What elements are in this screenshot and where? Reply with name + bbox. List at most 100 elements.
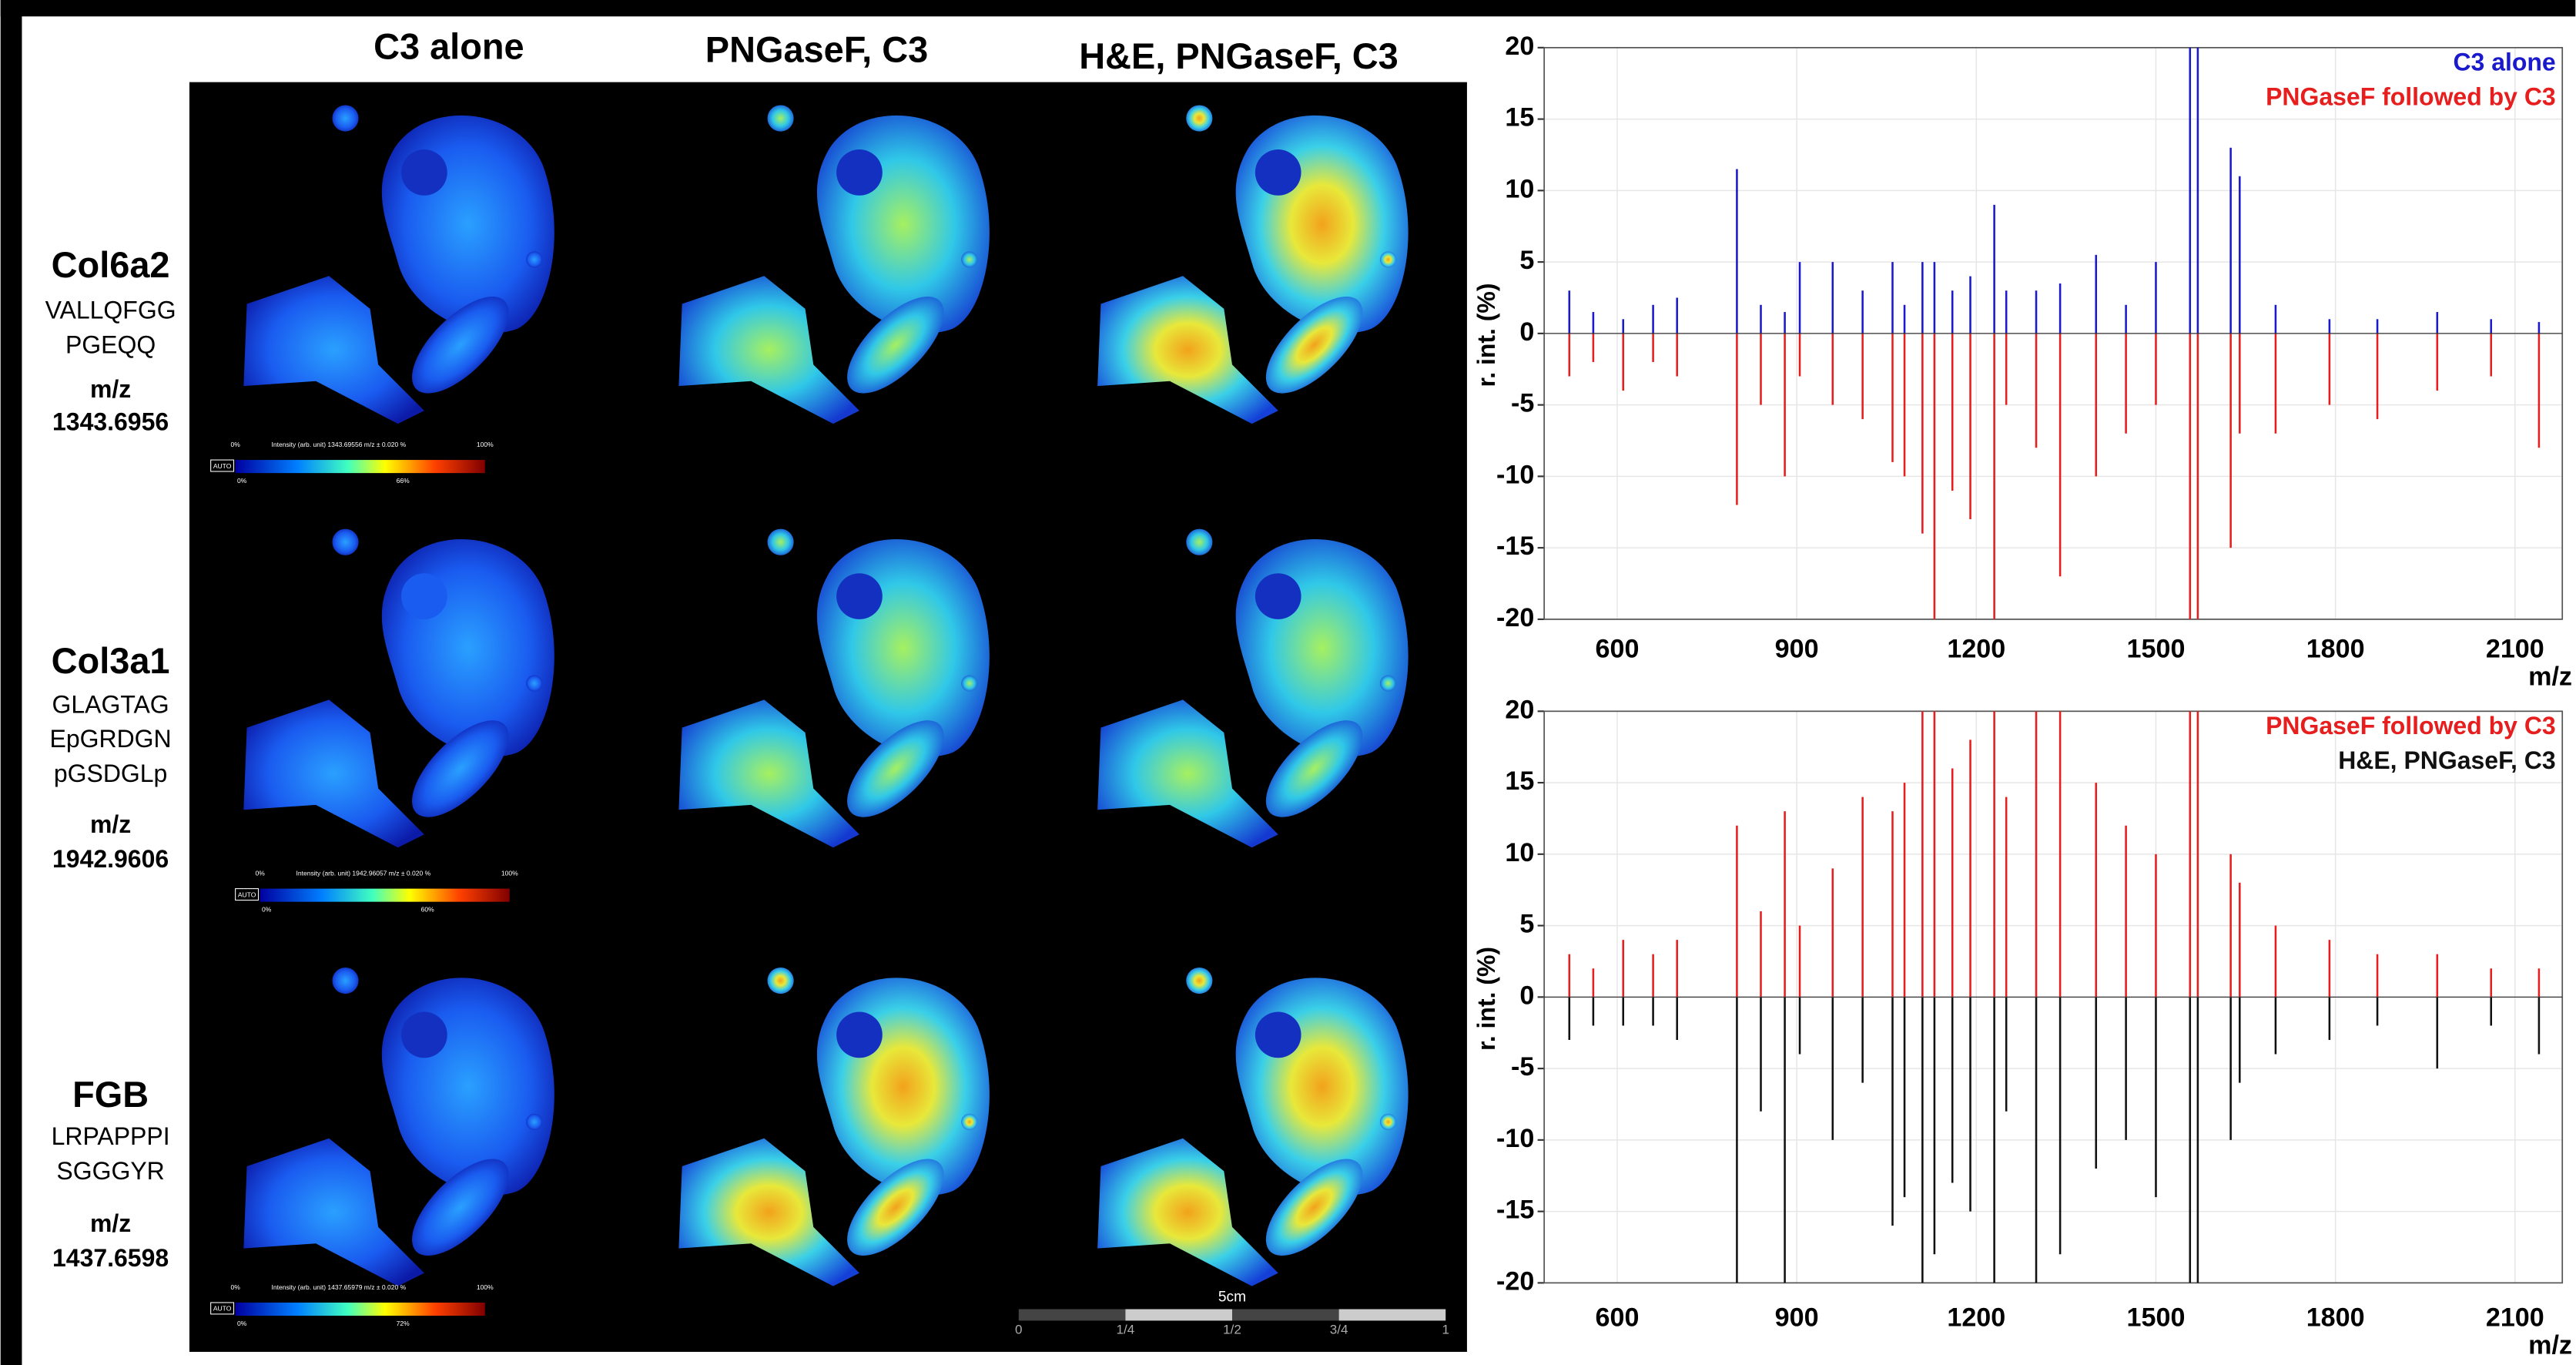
- y-tick-label: 5: [1519, 246, 1534, 275]
- mz: 1343.6956: [52, 408, 169, 436]
- colorbar-caption: Intensity (arb. unit) 1437.65979 m/z ± 0…: [272, 1283, 407, 1291]
- x-tick-label: 900: [1775, 634, 1819, 663]
- colorbar-top-right: 100%: [477, 441, 494, 448]
- colorbar-mode: AUTO: [213, 462, 232, 470]
- legend-entry: H&E, PNGaseF, C3: [2338, 746, 2556, 774]
- y-tick-label: 0: [1519, 317, 1534, 347]
- scale-tick-label: 1: [1442, 1323, 1449, 1337]
- x-tick-label: 1500: [2127, 634, 2186, 663]
- sequence: SGGGYR: [56, 1157, 164, 1185]
- tissue-hole: [1255, 573, 1301, 619]
- tissue-hole: [401, 149, 447, 196]
- scale-tick-label: 1/4: [1117, 1323, 1135, 1337]
- tissue-hole: [401, 573, 447, 619]
- colorbar-mode: AUTO: [238, 890, 256, 898]
- y-tick-label: 20: [1505, 32, 1534, 61]
- x-tick-label: 600: [1596, 634, 1640, 663]
- colorbar: [235, 460, 485, 474]
- y-axis-label: r. int. (%): [1472, 283, 1500, 387]
- y-tick-label: 10: [1505, 174, 1534, 203]
- chart: -20 -15 -10 -5 0 5 10 15 20 600 900 1200 1500 1800 210…: [1472, 32, 2572, 692]
- sequence: PGEQQ: [65, 330, 156, 358]
- scale-tick-label: 3/4: [1330, 1323, 1348, 1337]
- peaks: [1568, 711, 2541, 1283]
- y-tick-label: 15: [1505, 103, 1534, 132]
- x-tick-label: 900: [1775, 1303, 1819, 1332]
- colorbar: [235, 1302, 485, 1316]
- sequence: pGSDGLp: [54, 760, 167, 787]
- colorbar-caption: Intensity (arb. unit) 1343.69556 m/z ± 0…: [272, 441, 407, 448]
- y-tick-label: -5: [1511, 389, 1534, 418]
- column-header: H&E, PNGaseF, C3: [1079, 36, 1398, 76]
- colorbar-top-right: 100%: [477, 1283, 494, 1291]
- scale-bar: 5cm: [1018, 1290, 1446, 1321]
- colorbar-mode-box: [235, 888, 260, 901]
- colorbar-top-right: 100%: [501, 870, 518, 877]
- x-axis-label: m/z: [2528, 662, 2572, 692]
- colorbar-mode: AUTO: [213, 1305, 232, 1313]
- tissue-hole: [401, 1011, 447, 1058]
- scale-label: 5cm: [1218, 1290, 1246, 1306]
- y-tick-label: -15: [1496, 1196, 1534, 1225]
- colorbar-low: 0%: [262, 906, 272, 914]
- chart: -20 -15 -10 -5 0 5 10 15 20 600 900 1200 1500 1800 210…: [1472, 695, 2572, 1360]
- x-tick-label: 1500: [2127, 1303, 2186, 1332]
- y-tick-label: 10: [1505, 838, 1534, 867]
- y-axis-label: r. int. (%): [1472, 947, 1500, 1051]
- column-header: C3 alone: [374, 26, 524, 66]
- tissue-hole: [1255, 1011, 1301, 1058]
- colorbar-top-left: 0%: [230, 441, 240, 448]
- colorbars: Intensity (arb. unit) 1343.69556 m/z ± 0…: [210, 441, 518, 1327]
- y-tick-label: 0: [1519, 981, 1534, 1010]
- sequence: GLAGTAG: [52, 690, 169, 718]
- sequence: LRPAPPPI: [52, 1122, 170, 1150]
- x-tick-label: 1800: [2306, 634, 2365, 663]
- y-tick-label: -5: [1511, 1052, 1534, 1082]
- scale-tick-label: 1/2: [1223, 1323, 1241, 1337]
- colorbar-low: 0%: [237, 1320, 247, 1327]
- scale-ticks: 0 1/4 1/2 3/4 1: [1015, 1323, 1449, 1337]
- x-tick-label: 2100: [2486, 634, 2544, 663]
- y-tick-label: 20: [1505, 695, 1534, 724]
- title-bar: [0, 0, 2576, 17]
- tissue-hole: [836, 573, 883, 619]
- y-tick-label: 15: [1505, 766, 1534, 796]
- y-tick-label: -20: [1496, 603, 1534, 632]
- peaks: [1568, 47, 2541, 619]
- gene: Col3a1: [52, 641, 170, 681]
- scale-segment: [1018, 1309, 1126, 1321]
- sequence: VALLQFGG: [45, 297, 176, 324]
- y-tick-label: -10: [1496, 460, 1534, 489]
- mz: 1942.9606: [52, 845, 169, 873]
- x-tick-label: 600: [1596, 1303, 1640, 1332]
- colorbar-mode-box: [210, 1302, 235, 1315]
- legend-entry: C3 alone: [2453, 49, 2555, 76]
- colorbar: [260, 888, 510, 902]
- legend-entry: PNGaseF followed by C3: [2266, 712, 2556, 740]
- mz-label: m/z: [90, 375, 131, 403]
- scale-segment: [1231, 1309, 1339, 1321]
- frame-left: [0, 0, 22, 1365]
- x-tick-label: 1800: [2306, 1303, 2365, 1332]
- colorbar-caption: Intensity (arb. unit) 1942.96057 m/z ± 0…: [296, 870, 431, 877]
- y-tick-label: -15: [1496, 532, 1534, 561]
- gene: FGB: [72, 1075, 149, 1115]
- ion-images: [243, 105, 1409, 1286]
- y-tick-label: -10: [1496, 1124, 1534, 1153]
- tissue-hole: [1255, 149, 1301, 196]
- x-tick-label: 1200: [1947, 1303, 2005, 1332]
- column-header: PNGaseF, C3: [705, 30, 928, 70]
- gene: Col6a2: [52, 245, 170, 285]
- mz-label: m/z: [90, 810, 131, 838]
- colorbar-top-left: 0%: [230, 1283, 240, 1291]
- x-tick-label: 2100: [2486, 1303, 2544, 1332]
- scale-tick-label: 0: [1015, 1323, 1022, 1337]
- colorbar-high: 72%: [397, 1320, 410, 1327]
- scale-segment: [1338, 1309, 1446, 1321]
- colorbar-top-left: 0%: [255, 870, 265, 877]
- colorbar-low: 0%: [237, 477, 247, 485]
- row-labels: Col6a2 VALLQFGG PGEQQ m/z 1343.6956 Col3…: [45, 245, 176, 1272]
- spectra: -20 -15 -10 -5 0 5 10 15 20 600 900 1200 1500 1800 210…: [1472, 32, 2572, 1360]
